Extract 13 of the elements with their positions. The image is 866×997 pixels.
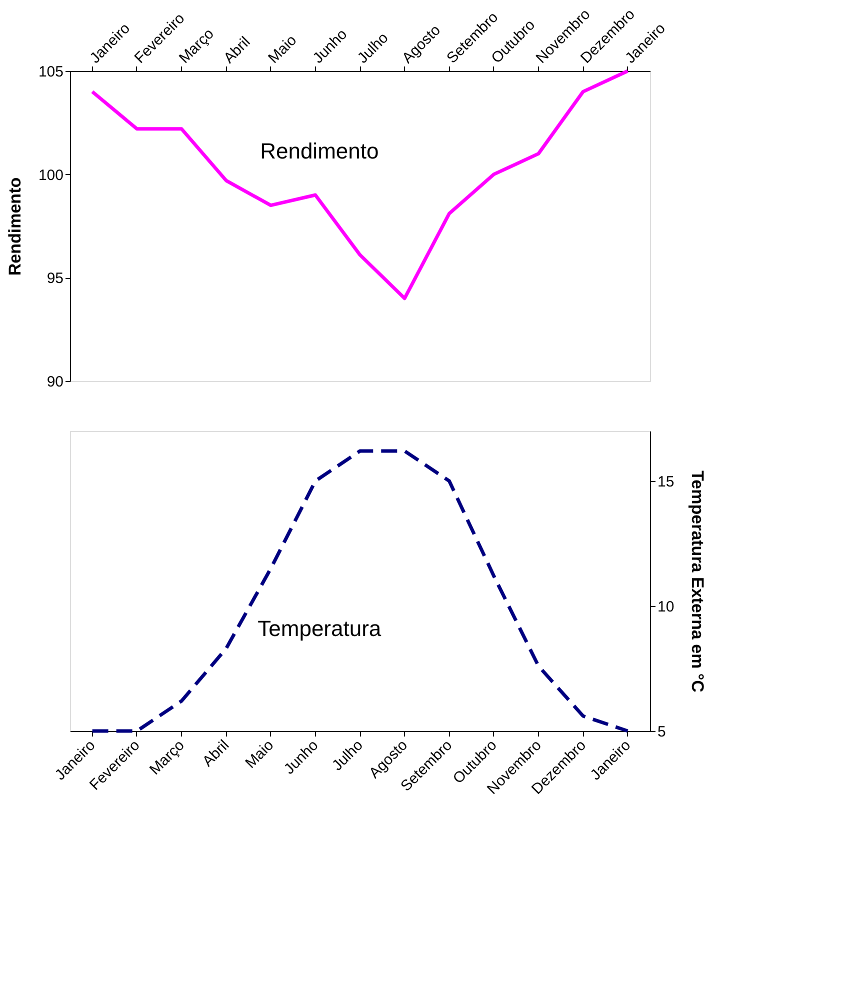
series-label: Rendimento <box>260 138 379 164</box>
y-tick-label: 100 <box>38 166 64 184</box>
line-series <box>90 69 630 300</box>
y2-axis-title: Temperatura Externa em °C <box>688 470 708 692</box>
line-series <box>90 449 630 733</box>
y2-tick-label: 10 <box>658 598 674 616</box>
y-axis-title: Rendimento <box>5 177 24 276</box>
series-label: Temperatura <box>258 616 382 641</box>
y-tick-label: 90 <box>46 374 64 390</box>
y2-tick-label: 15 <box>658 474 674 490</box>
y-tick-label: 105 <box>38 64 64 80</box>
y-tick-label: 95 <box>46 270 64 288</box>
y2-tick-label: 5 <box>658 724 666 740</box>
